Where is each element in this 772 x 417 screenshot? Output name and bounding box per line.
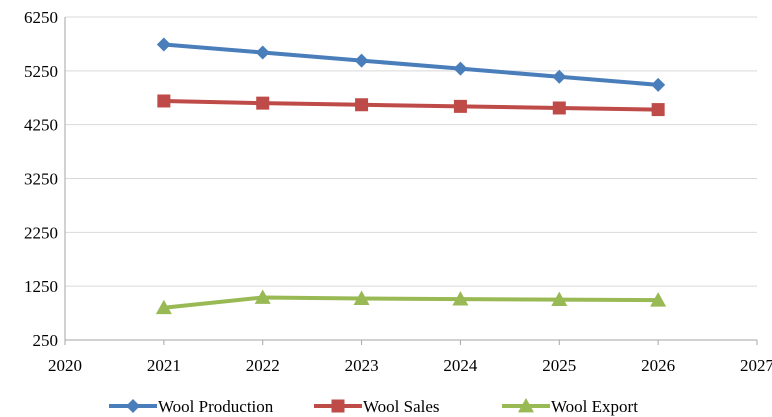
y-tick-label: 250: [33, 331, 59, 350]
series-line: [161, 295, 661, 310]
series-wool-export: [155, 289, 667, 315]
x-tick-label: 2026: [641, 356, 675, 375]
y-tick-label: 5250: [24, 62, 58, 81]
y-tick-label: 3250: [24, 170, 58, 189]
legend: Wool Production Wool Sales Wool Export: [109, 397, 638, 416]
series-wool-sales: [157, 94, 665, 117]
axes: [64, 17, 758, 345]
y-tick-label: 2250: [24, 223, 58, 242]
data-point: [155, 299, 172, 315]
gridlines: [65, 16, 757, 287]
data-point: [256, 96, 270, 110]
x-tick-label: 2025: [542, 356, 576, 375]
legend-item: Wool Production: [109, 397, 274, 416]
data-point: [453, 61, 468, 76]
series-line: [161, 98, 661, 112]
data-point: [551, 291, 568, 307]
data-point: [651, 77, 666, 92]
x-tick-label: 2022: [246, 356, 280, 375]
data-point: [255, 45, 270, 60]
x-tick-label: 2024: [443, 356, 478, 375]
legend-marker: [518, 398, 534, 413]
data-point: [353, 290, 370, 305]
data-point: [651, 103, 665, 117]
data-point: [156, 37, 171, 52]
x-tick-label: 2021: [147, 356, 181, 375]
x-tick-labels: 2020 2021 2022 2023 2024 2025 2026 2027: [48, 356, 772, 375]
series-line: [161, 42, 661, 87]
data-point: [650, 292, 667, 307]
y-tick-label: 1250: [24, 277, 58, 296]
y-tick-label: 6250: [24, 8, 58, 27]
legend-label: Wool Production: [158, 397, 274, 416]
series-group: [155, 37, 667, 315]
legend-item: Wool Export: [502, 397, 638, 416]
data-point: [354, 53, 369, 68]
data-point: [453, 99, 467, 113]
y-tick-labels: 250 1250 2250 3250 4250 5250 6250: [24, 8, 58, 350]
legend-item: Wool Sales: [314, 397, 440, 416]
legend-label: Wool Export: [551, 397, 638, 416]
legend-label: Wool Sales: [363, 397, 440, 416]
data-point: [157, 94, 171, 108]
x-tick-label: 2023: [345, 356, 379, 375]
data-point: [552, 101, 566, 115]
data-point: [355, 98, 369, 112]
legend-marker: [126, 399, 140, 413]
data-point: [552, 69, 567, 84]
data-point: [254, 289, 271, 304]
data-point: [452, 291, 469, 306]
y-tick-label: 4250: [24, 116, 58, 135]
series-wool-production: [156, 37, 666, 92]
legend-marker: [331, 399, 345, 413]
x-tick-label: 2020: [48, 356, 82, 375]
x-tick-label: 2027: [740, 356, 772, 375]
